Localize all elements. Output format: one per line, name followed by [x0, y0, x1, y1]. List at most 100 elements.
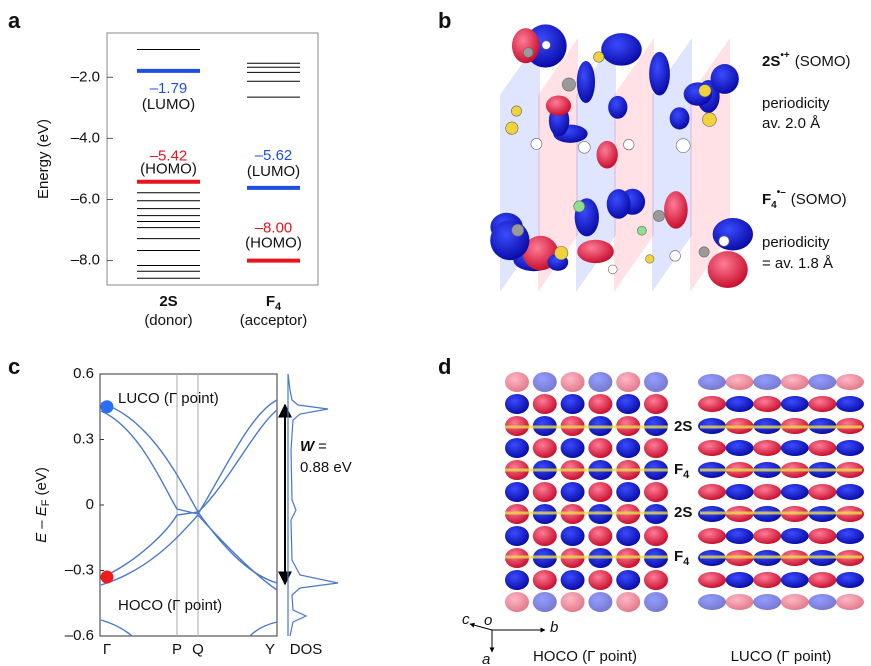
y-tick-label: –4.0 — [71, 129, 100, 146]
level-value: –1.79 — [150, 80, 188, 97]
column-role: (acceptor) — [240, 312, 308, 329]
orbital-lobe — [808, 374, 836, 390]
dos-curve — [288, 374, 338, 636]
orbital-lobe — [533, 592, 557, 612]
orbital-lobe — [808, 594, 836, 610]
atom — [512, 224, 524, 236]
column-name: 2S — [159, 293, 177, 310]
orbital-lobe — [644, 482, 668, 502]
orbital-lobe — [836, 396, 864, 412]
name: F — [266, 293, 275, 310]
layer-name: F — [674, 461, 683, 478]
orbital-lobe — [711, 64, 739, 94]
orbital-lobe — [616, 526, 640, 546]
orbital-lobe — [644, 394, 668, 414]
band — [101, 403, 277, 512]
x-tick-label: Q — [192, 641, 204, 658]
orbital-lobe — [644, 438, 668, 458]
orbital-lobe — [505, 592, 529, 612]
species: F — [762, 191, 771, 208]
orbital-lobe — [836, 528, 864, 544]
width-symbol: W — [300, 438, 316, 455]
orbital-render — [505, 372, 864, 612]
atom — [653, 210, 664, 221]
atom — [676, 139, 690, 153]
orbital-lobe — [836, 440, 864, 456]
orbital-lobe — [753, 528, 781, 544]
width-eq: = — [318, 438, 327, 455]
name: 2S — [159, 293, 177, 310]
orbital-label: 2S•+(SOMO) — [762, 50, 851, 70]
species: 2S — [762, 53, 780, 70]
orbital-lobe — [644, 592, 668, 612]
level-tag: (HOMO) — [140, 161, 197, 178]
gamma-point — [101, 400, 114, 413]
axis-label: c — [462, 611, 470, 628]
orbital-lobe — [836, 374, 864, 390]
tag: (SOMO) — [791, 191, 847, 208]
orbital-lobe — [505, 394, 529, 414]
band — [101, 512, 277, 583]
layer-sub: 4 — [683, 556, 690, 568]
orbital-lobe — [836, 572, 864, 588]
orbital-lobe — [808, 484, 836, 500]
x-tick-label: Y — [265, 641, 275, 658]
level-tag: (LUMO) — [142, 96, 195, 113]
orbital-lobe — [533, 526, 557, 546]
orbital-lobe — [781, 440, 809, 456]
orbital-lobe — [781, 572, 809, 588]
atom — [703, 113, 717, 127]
panel-label: d — [438, 354, 451, 379]
label-unit: (eV) — [33, 467, 50, 495]
orbital-lobe — [808, 528, 836, 544]
orbital-lobe — [616, 372, 640, 392]
label-sub: F — [40, 499, 52, 506]
band — [250, 622, 277, 636]
atom — [646, 255, 654, 263]
orbital-lobe — [649, 52, 670, 96]
atom — [699, 85, 711, 97]
orbital-lobe — [546, 95, 571, 115]
orbital-lobe — [505, 438, 529, 458]
orbital-lobe — [608, 96, 627, 119]
orbital-lobe — [607, 189, 631, 219]
orbital-lobe — [561, 372, 585, 392]
axis-label: a — [482, 651, 490, 666]
periodicity: periodicity — [762, 234, 830, 251]
atom — [542, 41, 551, 50]
orbital-lobe — [698, 484, 726, 500]
annotation: LUCO (Γ point) — [118, 390, 219, 407]
orbital-label: F4•–(SOMO) — [762, 187, 847, 211]
orbital-lobe — [644, 570, 668, 590]
layer-label: 2S — [674, 418, 692, 435]
orbital-lobe — [616, 394, 640, 414]
axis-label: b — [550, 619, 558, 636]
orbital-lobe — [505, 372, 529, 392]
band — [101, 620, 132, 636]
atom — [719, 236, 729, 246]
y-axis-label: E – EF(eV) — [33, 467, 52, 543]
subscript: 4 — [771, 200, 777, 211]
orbital-lobe — [726, 484, 754, 500]
layer-name: 2S — [674, 418, 692, 435]
orbital-lobe — [597, 141, 618, 169]
orbital-lobe — [698, 528, 726, 544]
atom — [670, 251, 681, 262]
periodicity: av. 2.0 Å — [762, 115, 820, 132]
axis-label: o — [484, 612, 492, 629]
figure: a b c d Energy (eV) LUCO (Γ point) HOCO … — [0, 0, 871, 666]
orbital-lobe — [698, 572, 726, 588]
width-value: 0.88 eV — [300, 459, 352, 476]
orbital-lobe — [726, 594, 754, 610]
orbital-lobe — [533, 438, 557, 458]
orbital-lobe — [753, 440, 781, 456]
atom — [554, 246, 567, 259]
x-tick-label: P — [172, 641, 182, 658]
orbital-lobe — [616, 570, 640, 590]
orbital-lobe — [561, 592, 585, 612]
band — [101, 515, 277, 590]
orbital-lobe — [670, 107, 690, 129]
orbital-lobe — [753, 594, 781, 610]
orbital-lobe — [561, 438, 585, 458]
orbital-lobe — [561, 482, 585, 502]
